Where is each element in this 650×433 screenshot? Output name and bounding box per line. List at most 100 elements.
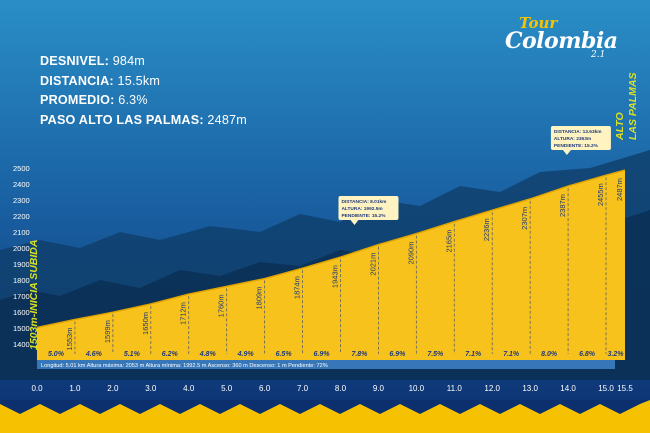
gradient-label: 4.8% — [199, 351, 217, 358]
stat-value: 984m — [112, 54, 145, 68]
callout-pointer — [350, 220, 359, 225]
logo-main-text: Colombia — [505, 28, 618, 54]
end-label-line2: LAS PALMAS — [627, 73, 639, 140]
footer-strip — [37, 360, 615, 369]
callout-box — [550, 126, 611, 150]
gradient-label: 5.0% — [48, 351, 65, 358]
elevation-label: 1809m — [255, 287, 264, 310]
gradient-label: 7.8% — [351, 351, 368, 358]
elevation-label: 2307m — [520, 207, 529, 230]
x-tick-label: 12.0 — [484, 384, 500, 393]
elevation-label: 1874m — [293, 276, 302, 299]
elevation-label: 1553m — [65, 328, 74, 351]
stat-paso-alto: PASO ALTO LAS PALMAS: 2487m — [40, 111, 247, 131]
x-tick-label: 8.0 — [335, 384, 347, 393]
y-tick-label: 2400 — [13, 180, 30, 189]
gradient-label: 4.9% — [237, 351, 255, 358]
callout-pointer — [562, 150, 571, 155]
y-tick-label: 1400 — [13, 340, 30, 349]
x-tick-label: 10.0 — [409, 384, 425, 393]
stat-label: DISTANCIA: — [40, 73, 114, 88]
elevation-label: 1943m — [330, 265, 339, 288]
y-tick-label: 1900 — [13, 260, 30, 269]
elevation-label: 2455m — [596, 183, 605, 206]
logo-top-text: Tour — [519, 14, 558, 32]
elevation-label: 2021m — [368, 253, 377, 276]
x-tick-label: 0.0 — [31, 384, 43, 393]
elevation-label: 2387m — [558, 194, 567, 217]
x-tick-label: 5.0 — [221, 384, 233, 393]
logo-year-text: 2.1 — [591, 50, 606, 60]
x-tick-label: 7.0 — [297, 384, 309, 393]
elevation-label: 1650m — [141, 312, 150, 335]
y-tick-label: 2500 — [13, 164, 30, 173]
gradient-label: 3.2% — [608, 351, 625, 358]
callout-line: ALTURA: 1992.5m — [341, 206, 382, 212]
gradient-label: 4.6% — [85, 351, 103, 358]
callout-line: DISTANCIA: 13.63km — [554, 129, 602, 135]
bottom-band-zigzag — [0, 400, 650, 414]
stat-desnivel: DESNIVEL: 984m — [40, 52, 247, 72]
stat-value: 15.5km — [117, 73, 161, 88]
stat-promedio: PROMEDIO: 6.3% — [40, 91, 247, 111]
x-tick-label: 11.0 — [447, 384, 463, 393]
y-tick-label: 1500 — [13, 324, 30, 333]
y-tick-label: 2200 — [13, 212, 30, 221]
callout-line: PENDIENTE: 15.2% — [341, 213, 386, 219]
stat-distancia: DISTANCIA: 15.5km — [40, 72, 247, 92]
elevation-label: 2487m — [615, 178, 624, 201]
gradient-label: 7.1% — [465, 351, 482, 358]
x-tick-label: 14.0 — [560, 384, 576, 393]
gradient-label: 6.9% — [314, 351, 331, 358]
x-tick-label: 4.0 — [183, 384, 195, 393]
elevation-area — [37, 170, 625, 360]
route-stats: DESNIVEL: 984m DISTANCIA: 15.5km PROMEDI… — [40, 52, 247, 130]
stat-value: 2487m — [207, 112, 247, 127]
gradient-label: 6.5% — [276, 351, 293, 358]
gradient-label: 7.5% — [427, 351, 444, 358]
x-tick-label: 9.0 — [373, 384, 385, 393]
elevation-label: 2090m — [406, 242, 415, 265]
x-tick-label: 15.5 — [617, 384, 633, 393]
stat-label: PROMEDIO: — [40, 93, 115, 107]
elevation-label: 1712m — [179, 302, 188, 325]
y-tick-label: 2100 — [13, 228, 30, 237]
elevation-label: 1760m — [217, 294, 226, 317]
gradient-label: 7.1% — [503, 351, 520, 358]
y-tick-label: 1600 — [13, 308, 30, 317]
start-label: 1503m-INICIA SUBIDA — [28, 240, 40, 350]
y-tick-label: 1800 — [13, 276, 30, 285]
elevation-label: 1599m — [103, 320, 112, 343]
x-tick-label: 1.0 — [69, 384, 81, 393]
gradient-label: 6.8% — [579, 351, 596, 358]
tour-colombia-logo: Tour Colombia 2.1 — [495, 14, 618, 64]
elevation-label: 2165m — [444, 230, 453, 253]
x-tick-label: 15.0 — [598, 384, 614, 393]
gradient-label: 6.9% — [389, 351, 406, 358]
gradient-label: 6.2% — [162, 351, 179, 358]
end-label-line1: ALTO — [614, 112, 626, 141]
elevation-label: 2236m — [482, 218, 491, 241]
y-tick-label: 2300 — [13, 196, 30, 205]
x-tick-label: 3.0 — [145, 384, 157, 393]
callout-line: DISTANCIA: 8.01km — [341, 199, 386, 205]
footer-note: Longitud: 5.01 km Altura máxima: 2053 m … — [41, 363, 328, 369]
x-tick-label: 6.0 — [259, 384, 271, 393]
callout-box — [338, 196, 399, 220]
callout-line: PENDIENTE: 15.2% — [554, 143, 599, 149]
stat-label: PASO ALTO LAS PALMAS: — [40, 112, 204, 127]
x-tick-label: 13.0 — [522, 384, 538, 393]
y-tick-label: 2000 — [13, 244, 30, 253]
x-tick-label: 2.0 — [107, 384, 119, 393]
stat-label: DESNIVEL: — [40, 54, 109, 68]
callout-line: ALTURA: 2363m — [554, 136, 591, 142]
stat-value: 6.3% — [118, 93, 148, 107]
elevation-line — [36, 169, 626, 329]
gradient-label: 8.0% — [541, 351, 558, 358]
gradient-label: 5.1% — [124, 351, 141, 358]
y-tick-label: 1700 — [13, 292, 30, 301]
